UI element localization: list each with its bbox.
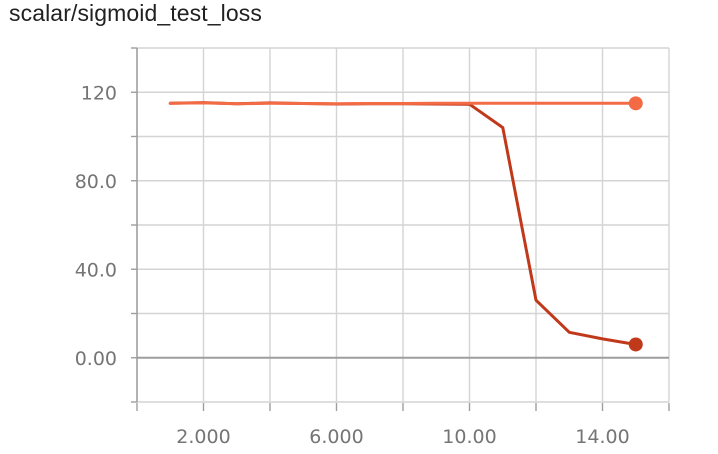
series-endpoint-1: [628, 96, 643, 111]
x-tick-label: 14.00: [575, 426, 629, 448]
series-group: [168, 96, 643, 352]
x-tick-label: 6.000: [309, 426, 363, 448]
y-tick-label: 0.00: [75, 348, 117, 370]
x-tick-label: 10.00: [442, 426, 496, 448]
y-tick-label: 80.0: [75, 171, 117, 193]
y-tick-label: 40.0: [75, 259, 117, 281]
tick-labels: 0.00 40.0 80.0 120 2.000 6.000 10.00 14.00: [75, 82, 630, 448]
x-tick-label: 2.000: [176, 426, 230, 448]
grid: [137, 47, 670, 403]
axes: [131, 47, 670, 411]
series-endpoint-2: [628, 337, 643, 352]
chart-title: scalar/sigmoid_test_loss: [9, 0, 262, 26]
y-tick-label: 120: [81, 82, 117, 104]
series-line-1: [168, 101, 638, 106]
